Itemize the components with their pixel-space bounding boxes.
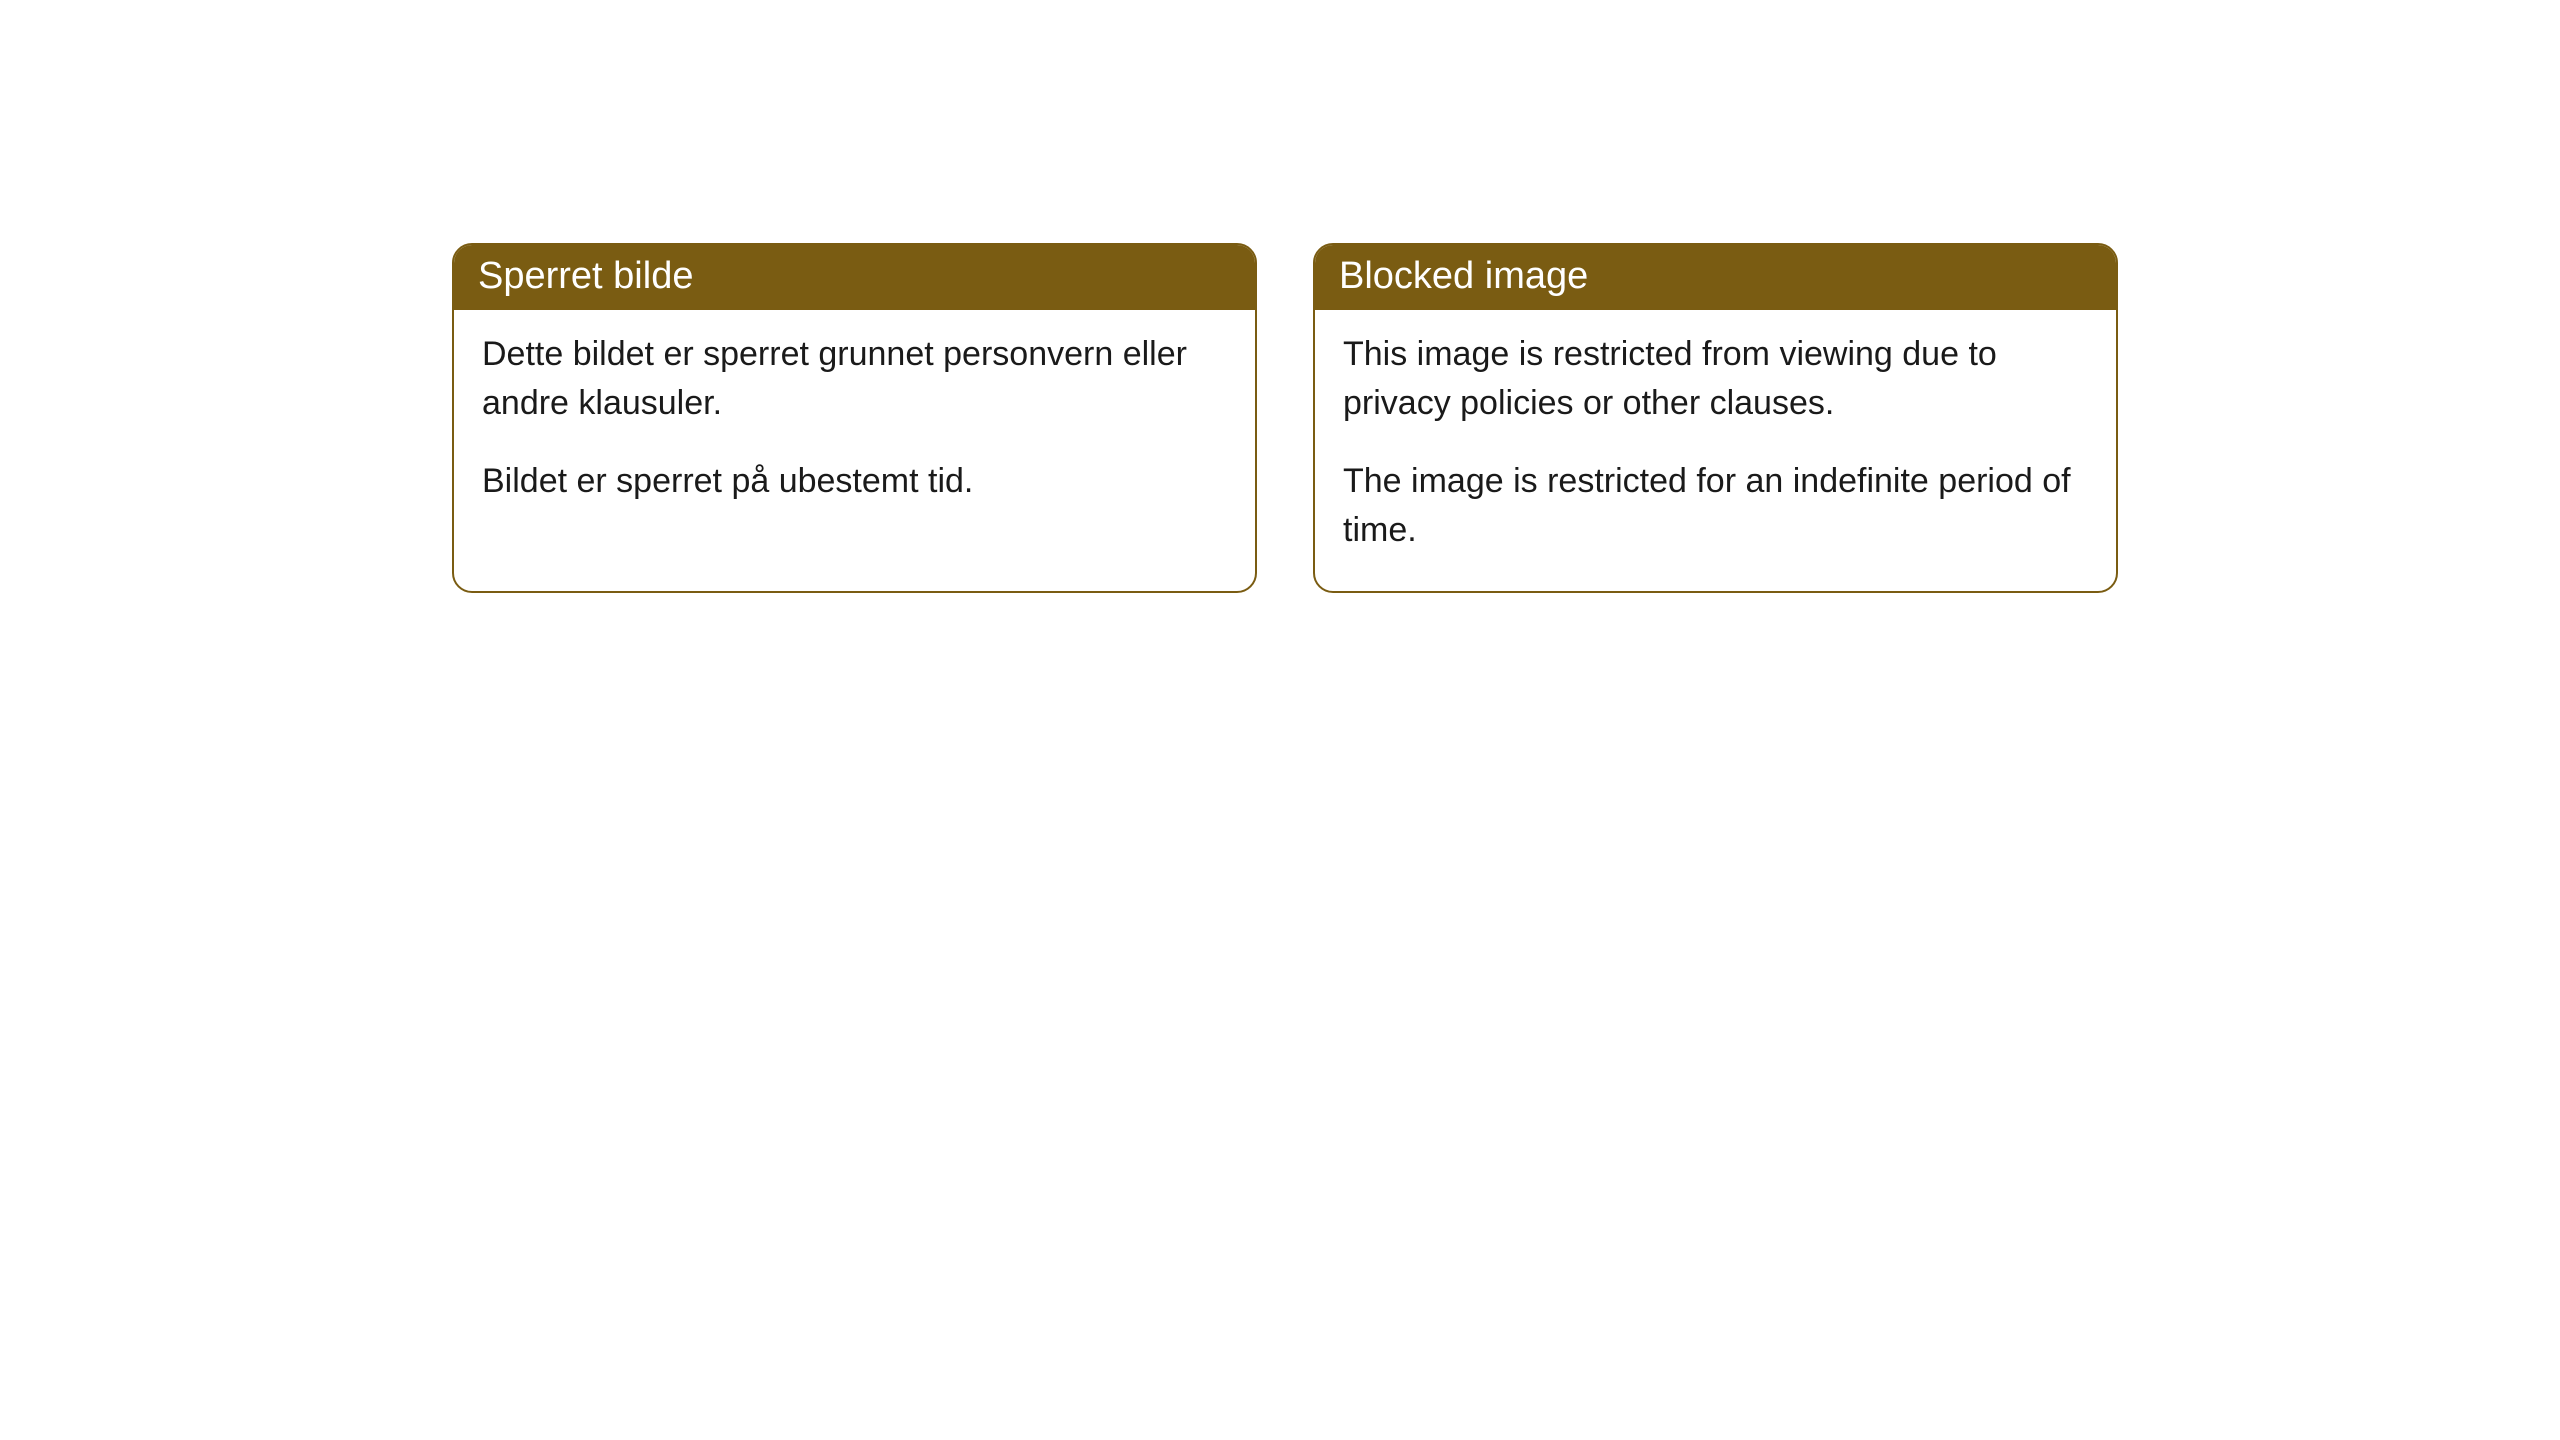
card-header-norwegian: Sperret bilde	[454, 245, 1255, 310]
blocked-image-card-norwegian: Sperret bilde Dette bildet er sperret gr…	[452, 243, 1257, 593]
card-paragraph-1: Dette bildet er sperret grunnet personve…	[482, 330, 1227, 429]
blocked-image-card-english: Blocked image This image is restricted f…	[1313, 243, 2118, 593]
notice-cards-container: Sperret bilde Dette bildet er sperret gr…	[452, 243, 2118, 593]
card-paragraph-2: Bildet er sperret på ubestemt tid.	[482, 457, 1227, 506]
card-body-english: This image is restricted from viewing du…	[1315, 310, 2116, 591]
card-paragraph-1: This image is restricted from viewing du…	[1343, 330, 2088, 429]
card-paragraph-2: The image is restricted for an indefinit…	[1343, 457, 2088, 556]
card-title: Sperret bilde	[478, 255, 693, 297]
card-header-english: Blocked image	[1315, 245, 2116, 310]
card-title: Blocked image	[1339, 255, 1588, 297]
card-body-norwegian: Dette bildet er sperret grunnet personve…	[454, 310, 1255, 542]
